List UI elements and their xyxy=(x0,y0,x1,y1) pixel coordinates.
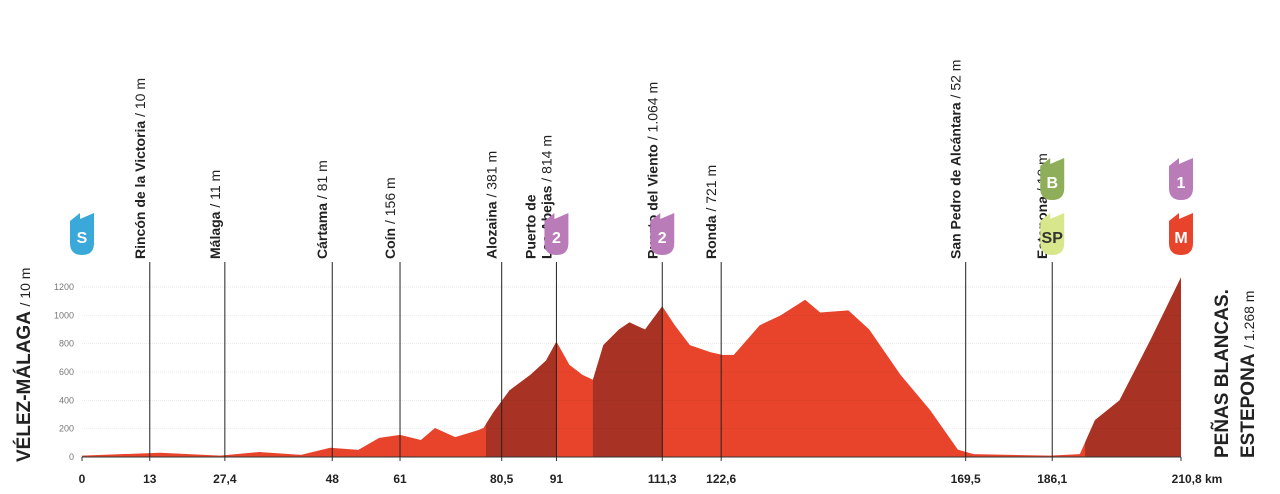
x-tick-label: 0 xyxy=(79,472,86,486)
badge-shape xyxy=(1040,213,1065,255)
badge-label: 2 xyxy=(658,230,667,247)
waypoint-alt: / 10 m xyxy=(132,78,148,117)
y-tick-label: 1200 xyxy=(54,282,74,292)
waypoint-label: Coín / 156 m xyxy=(382,177,398,259)
badge-label: SP xyxy=(1042,230,1064,247)
badge: B xyxy=(1040,158,1065,200)
badge-label: S xyxy=(77,230,88,247)
badge: S xyxy=(70,213,94,255)
x-tick-label: 13 xyxy=(143,472,157,486)
climb-area xyxy=(486,277,1181,457)
waypoint-alt: / 156 m xyxy=(382,177,398,224)
y-tick-label: 0 xyxy=(69,452,74,462)
badge-label: 1 xyxy=(1177,175,1186,192)
waypoint-name: Puerto de xyxy=(522,194,538,259)
waypoint-label: Cártama / 81 m xyxy=(314,160,330,259)
x-tick-label: 186,1 xyxy=(1037,472,1067,486)
x-tick-label: 48 xyxy=(326,472,340,486)
y-tick-label: 400 xyxy=(59,395,74,405)
start-name: VÉLEZ-MÁLAGA xyxy=(13,311,35,462)
waypoint-alt: / 81 m xyxy=(314,160,330,199)
waypoint-label: Ronda / 721 m xyxy=(703,165,719,259)
waypoint-alt: / 11 m xyxy=(207,170,223,208)
x-tick-label: 61 xyxy=(393,472,407,486)
waypoint-alt: / 1.064 m xyxy=(644,82,660,140)
badge: 2 xyxy=(544,213,569,255)
waypoint-name: Alozaina xyxy=(484,201,500,259)
x-tick-label: 80,5 xyxy=(490,472,514,486)
waypoint-alt: / 721 m xyxy=(703,165,719,212)
waypoint-name: Málaga xyxy=(207,211,223,259)
waypoint-name: Cártama xyxy=(314,203,330,259)
badge-shape xyxy=(70,213,94,255)
badge: SP xyxy=(1040,213,1065,255)
x-tick-label: 91 xyxy=(550,472,564,486)
finish-name: ESTEPONA xyxy=(1238,353,1259,458)
badge-label: B xyxy=(1046,175,1058,192)
y-tick-label: 800 xyxy=(59,339,74,349)
waypoint-label: Puerto de xyxy=(522,194,538,259)
badge: 2 xyxy=(650,213,675,255)
waypoint-name: Coín xyxy=(382,228,398,259)
x-tick-label: 111,3 xyxy=(648,472,677,486)
x-tick-label: 169,5 xyxy=(951,472,981,486)
badge-label: 2 xyxy=(552,230,561,247)
x-tick-label: 122,6 xyxy=(706,472,736,486)
finish-name: PEÑAS BLANCAS. xyxy=(1211,289,1233,458)
badge-shape xyxy=(1169,213,1193,255)
badge: 1 xyxy=(1169,158,1193,200)
x-tick-label: 210,8 km xyxy=(1172,472,1223,486)
waypoint-label: Málaga / 11 m xyxy=(207,170,223,259)
y-tick-label: 1000 xyxy=(54,310,74,320)
waypoint-label: Rincón de la Victoria / 10 m xyxy=(132,78,148,259)
waypoint-name: Ronda xyxy=(703,215,719,259)
finish-label: ESTEPONA / 1.268 m xyxy=(1238,291,1259,458)
badge-label: M xyxy=(1174,230,1187,247)
start-label: VÉLEZ-MÁLAGA / 10 m xyxy=(13,268,35,462)
y-tick-label: 200 xyxy=(59,424,74,434)
badge-shape xyxy=(544,213,569,255)
y-tick-label: 600 xyxy=(59,367,74,377)
waypoint-label: San Pedro de Alcántara / 52 m xyxy=(948,60,964,259)
x-tick-label: 27,4 xyxy=(213,472,237,486)
finish-alt: / 1.268 m xyxy=(1241,291,1257,349)
waypoint-name: Rincón de la Victoria xyxy=(132,121,148,259)
waypoint-alt: / 381 m xyxy=(484,151,500,198)
badge: M xyxy=(1169,213,1193,255)
badge-shape xyxy=(1040,158,1065,200)
finish-label: PEÑAS BLANCAS. xyxy=(1211,289,1233,458)
waypoint-name: San Pedro de Alcántara xyxy=(948,102,964,259)
start-alt: / 10 m xyxy=(17,268,33,307)
waypoint-alt: / 814 m xyxy=(538,135,554,182)
badge-shape xyxy=(650,213,675,255)
waypoint-alt: / 52 m xyxy=(948,60,964,99)
badge-shape xyxy=(1169,158,1193,200)
waypoint-label: Alozaina / 381 m xyxy=(484,151,500,259)
